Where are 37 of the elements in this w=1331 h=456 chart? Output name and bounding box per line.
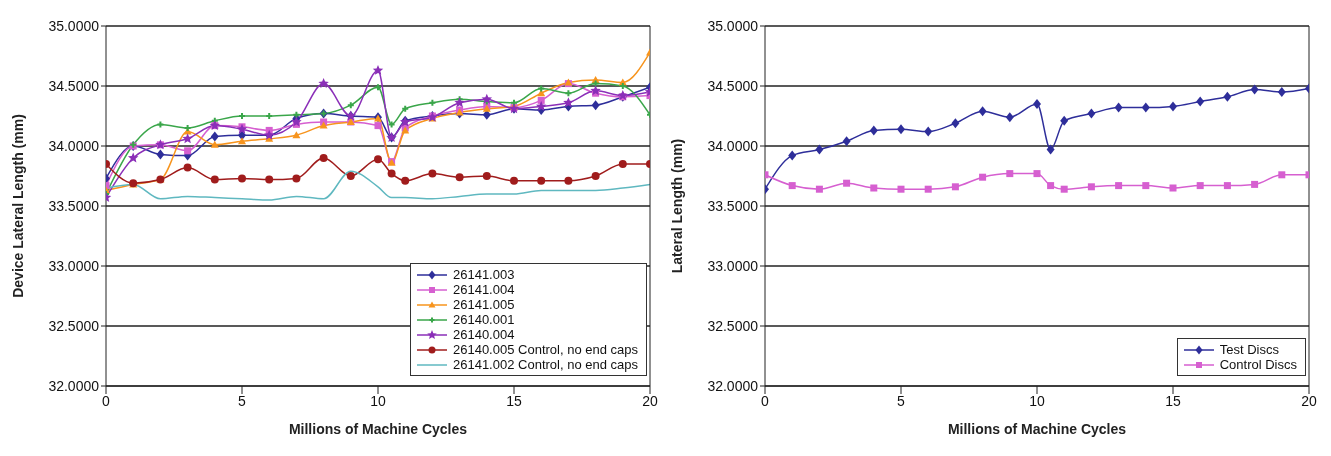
x-tick-label: 0 bbox=[761, 392, 770, 409]
y-tick-label: 34.0000 bbox=[48, 137, 100, 154]
x-tick-label: 10 bbox=[1029, 392, 1045, 409]
y-axis-title: Lateral Length (mm) bbox=[668, 138, 685, 274]
x-tick-label: 5 bbox=[897, 392, 906, 409]
legend-label: 26141.002 Control, no end caps bbox=[452, 357, 638, 372]
x-tick-label: 15 bbox=[506, 392, 522, 409]
y-axis-title: Device Lateral Length (mm) bbox=[9, 114, 26, 298]
x-tick-label: 5 bbox=[238, 392, 247, 409]
legend-label: 26140.005 Control, no end caps bbox=[452, 342, 638, 357]
y-tick-label: 33.5000 bbox=[707, 197, 759, 214]
legend-label: 26140.004 bbox=[452, 327, 515, 342]
y-tick-label: 33.0000 bbox=[48, 257, 100, 274]
y-tick-label: 32.5000 bbox=[707, 317, 759, 334]
y-tick-label: 34.0000 bbox=[707, 137, 759, 154]
legend-label: 26141.003 bbox=[452, 267, 515, 282]
legend-label: Control Discs bbox=[1219, 357, 1297, 372]
legend-label: 26140.001 bbox=[452, 312, 515, 327]
x-tick-label: 20 bbox=[642, 392, 658, 409]
y-tick-label: 32.0000 bbox=[707, 377, 759, 394]
y-tick-label: 32.5000 bbox=[48, 317, 100, 334]
y-tick-label: 33.0000 bbox=[707, 257, 759, 274]
x-axis-title: Millions of Machine Cycles bbox=[288, 421, 468, 437]
x-axis-title: Millions of Machine Cycles bbox=[947, 421, 1127, 437]
y-tick-label: 34.5000 bbox=[707, 77, 759, 94]
x-tick-label: 20 bbox=[1301, 392, 1317, 409]
legend-label: 26141.004 bbox=[452, 282, 515, 297]
y-tick-label: 33.5000 bbox=[48, 197, 100, 214]
x-tick-label: 0 bbox=[102, 392, 111, 409]
legend-label: Test Discs bbox=[1219, 342, 1279, 357]
x-tick-label: 10 bbox=[370, 392, 386, 409]
y-tick-label: 35.0000 bbox=[707, 17, 759, 34]
x-tick-label: 15 bbox=[1165, 392, 1181, 409]
y-tick-label: 34.5000 bbox=[48, 77, 100, 94]
legend-label: 26141.005 bbox=[452, 297, 515, 312]
y-tick-label: 35.0000 bbox=[48, 17, 100, 34]
y-tick-label: 32.0000 bbox=[48, 377, 100, 394]
